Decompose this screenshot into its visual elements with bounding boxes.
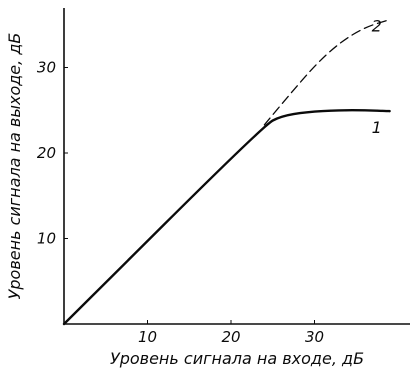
- y-axis-label: Уровень сигнала на выходе, дБ: [5, 33, 24, 300]
- y-tick-label: 20: [37, 144, 56, 162]
- x-axis-label: Уровень сигнала на входе, дБ: [110, 349, 364, 368]
- labels: Уровень сигнала на входе, дБ Уровень сиг…: [5, 33, 364, 368]
- series-lines: 12: [62, 17, 391, 326]
- y-tick-label: 30: [37, 59, 56, 77]
- x-tick-label: 30: [305, 328, 324, 346]
- series-1-line: [62, 109, 391, 326]
- y-tick-label: 10: [37, 230, 56, 248]
- ticks: 10 20 30 10 20 30: [37, 59, 324, 347]
- axes: [63, 8, 410, 325]
- series-2-line: [263, 18, 391, 126]
- x-tick-label: 20: [221, 328, 240, 346]
- series-2-label: 2: [372, 17, 382, 36]
- series-1-label: 1: [372, 118, 382, 137]
- x-tick-label: 10: [138, 328, 157, 346]
